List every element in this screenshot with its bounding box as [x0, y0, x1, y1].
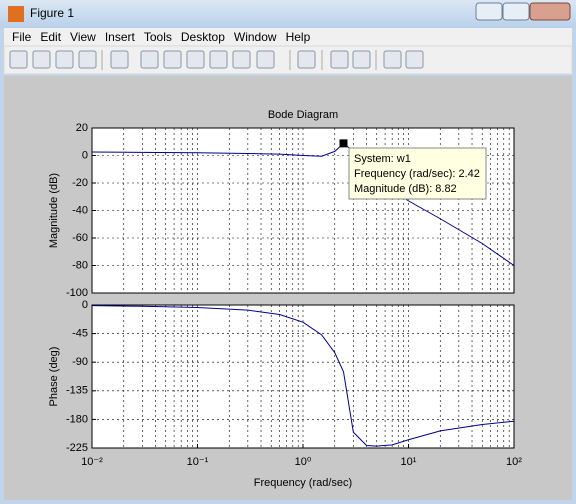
menu-item[interactable]: Tools — [144, 30, 172, 44]
axes-box — [91, 127, 515, 294]
toolbar-icons — [9, 50, 424, 70]
y-tick-label: -20 — [72, 177, 88, 189]
datatip-marker — [339, 139, 348, 148]
menu-item[interactable]: View — [70, 30, 96, 44]
menu-item[interactable]: Window — [234, 30, 277, 44]
toolbar — [3, 45, 573, 75]
toolbar-button[interactable] — [55, 50, 74, 69]
y-axis-label: Phase (deg) — [48, 347, 60, 407]
toolbar-button[interactable] — [352, 50, 371, 69]
x-tick-label: 10² — [506, 456, 522, 468]
toolbar-button[interactable] — [209, 50, 228, 69]
toolbar-button[interactable] — [78, 50, 97, 69]
plot: -100 -80 -60 -40 -20 0 20 Bode Diagram Magnitude… — [48, 109, 522, 489]
y-tick-label: 0 — [82, 299, 88, 311]
x-tick-label: 10⁰ — [295, 456, 312, 468]
toolbar-button[interactable] — [330, 50, 349, 69]
toolbar-button[interactable] — [297, 50, 316, 69]
x-tick-label: 10⁻² — [81, 456, 103, 468]
menu-bar — [4, 28, 572, 46]
menu-item[interactable]: Desktop — [181, 30, 225, 44]
y-tick-label: -60 — [72, 232, 88, 244]
datatip-box — [348, 147, 487, 200]
toolbar-button[interactable] — [383, 50, 402, 69]
menu-item[interactable]: Help — [286, 30, 311, 44]
y-tick-label: 20 — [76, 122, 88, 134]
toolbar-button[interactable] — [256, 50, 275, 69]
y-tick-label: -40 — [72, 204, 88, 216]
toolbar-button[interactable] — [186, 50, 205, 69]
toolbar-button[interactable] — [110, 50, 129, 69]
y-tick-label: -90 — [72, 356, 88, 368]
x-axis-label: Frequency (rad/sec) — [254, 477, 352, 489]
toolbar-button[interactable] — [232, 50, 251, 69]
menu: File Edit View Insert Tools Desktop Window Help — [12, 30, 311, 44]
menu-item[interactable]: File — [12, 30, 32, 44]
maximize-button[interactable] — [502, 2, 530, 21]
y-tick-label: -135 — [66, 385, 88, 397]
datatip-system: System: w1 — [354, 153, 411, 165]
toolbar-button[interactable] — [9, 50, 28, 69]
response-line — [91, 305, 515, 447]
menu-item[interactable]: Insert — [105, 30, 136, 44]
y-tick-label: -100 — [66, 287, 88, 299]
close-button[interactable] — [529, 2, 571, 21]
toolbar-button[interactable] — [163, 50, 182, 69]
datatip-magnitude-label: Magnitude (dB): — [354, 183, 432, 195]
y-tick-label: -225 — [66, 442, 88, 454]
window-title: Figure 1 — [30, 6, 74, 20]
toolbar-button[interactable] — [405, 50, 424, 69]
datatip-frequency: 2.42 — [458, 168, 479, 180]
datatip-frequency-label: Frequency (rad/sec): — [354, 168, 455, 180]
datatip-magnitude: 8.82 — [435, 183, 456, 195]
y-tick-label: -80 — [72, 259, 88, 271]
y-tick-label: -180 — [66, 413, 88, 425]
toolbar-button[interactable] — [140, 50, 159, 69]
x-tick-label: 10⁻¹ — [187, 456, 209, 468]
y-tick-label: -45 — [72, 328, 88, 340]
x-tick-label: 10¹ — [401, 456, 417, 468]
y-tick-label: 0 — [82, 149, 88, 161]
minimize-button[interactable] — [475, 2, 503, 21]
chart-title: Bode Diagram — [268, 109, 338, 121]
toolbar-button[interactable] — [32, 50, 51, 69]
y-axis-label: Magnitude (dB) — [48, 173, 60, 248]
app-icon — [8, 6, 24, 22]
menu-item[interactable]: Edit — [40, 30, 61, 44]
